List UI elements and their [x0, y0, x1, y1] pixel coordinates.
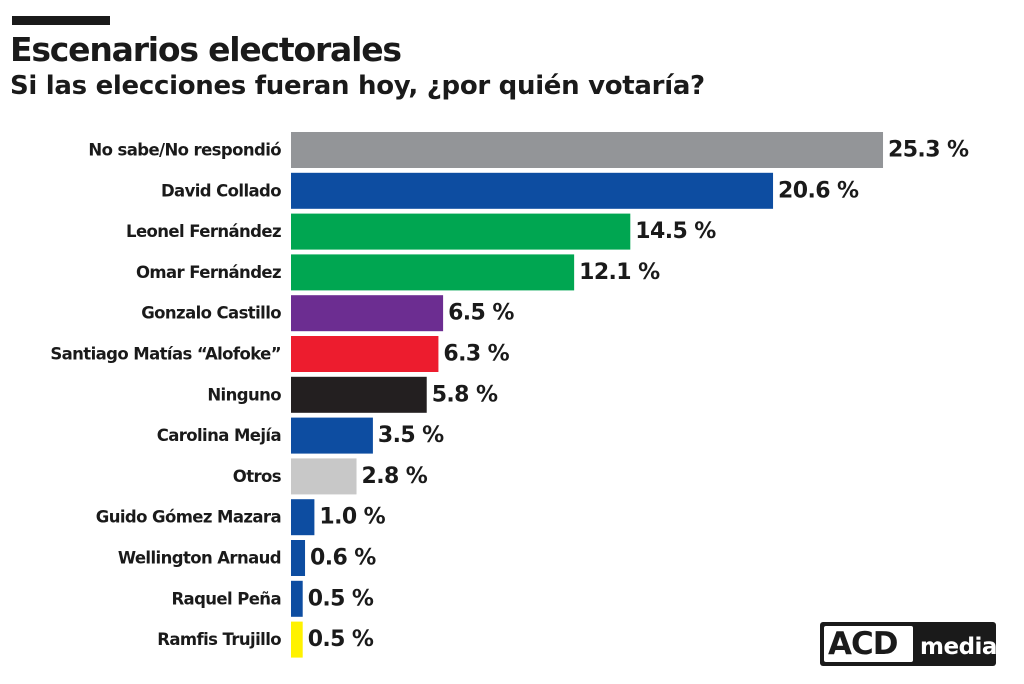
value-label-9: 1.0 % [319, 505, 385, 530]
acd-media-logo: ACD media [820, 622, 997, 666]
chart-title: Escenarios electorales [10, 30, 402, 69]
category-label-2: Leonel Fernández [126, 222, 281, 241]
category-label-11: Raquel Peña [171, 589, 281, 608]
category-label-7: Carolina Mejía [157, 426, 281, 445]
logo-acd-text: ACD [828, 626, 898, 662]
value-label-2: 14.5 % [635, 219, 716, 244]
value-label-0: 25.3 % [888, 138, 969, 163]
chart-subtitle: Si las elecciones fueran hoy, ¿por quién… [10, 71, 705, 101]
value-label-1: 20.6 % [778, 178, 859, 203]
bar-9 [291, 499, 315, 536]
category-label-0: No sabe/No respondió [88, 141, 281, 160]
bar-0 [291, 132, 884, 168]
bar-4 [291, 295, 444, 332]
bar-1 [291, 172, 774, 209]
category-label-1: David Collado [161, 181, 281, 200]
value-label-4: 6.5 % [448, 301, 514, 326]
bar-6 [291, 376, 427, 413]
category-label-5: Santiago Matías “Alofoke” [50, 345, 281, 364]
category-label-9: Guido Gómez Mazara [96, 508, 281, 527]
value-label-7: 3.5 % [378, 423, 444, 448]
bar-2 [291, 213, 631, 250]
bar-12 [291, 621, 303, 658]
bar-10 [291, 540, 306, 576]
bar-7 [291, 417, 373, 454]
value-label-10: 0.6 % [310, 546, 376, 571]
title-rule [12, 16, 110, 25]
bar-5 [291, 336, 439, 372]
category-label-3: Omar Fernández [136, 263, 281, 282]
value-label-6: 5.8 % [432, 382, 498, 407]
category-label-6: Ninguno [207, 385, 281, 404]
value-label-12: 0.5 % [308, 627, 374, 652]
bar-3 [291, 254, 575, 291]
value-label-3: 12.1 % [579, 260, 660, 285]
category-label-12: Ramfis Trujillo [157, 630, 281, 649]
logo-acd-box: ACD [824, 626, 913, 662]
category-label-10: Wellington Arnaud [118, 549, 281, 568]
category-label-8: Otros [233, 467, 282, 486]
value-label-11: 0.5 % [308, 586, 374, 611]
bar-8 [291, 458, 357, 495]
value-label-5: 6.3 % [443, 342, 509, 367]
bar-11 [291, 580, 303, 617]
value-label-8: 2.8 % [362, 464, 428, 489]
logo-media-text: media [920, 634, 997, 660]
category-label-4: Gonzalo Castillo [141, 304, 281, 323]
